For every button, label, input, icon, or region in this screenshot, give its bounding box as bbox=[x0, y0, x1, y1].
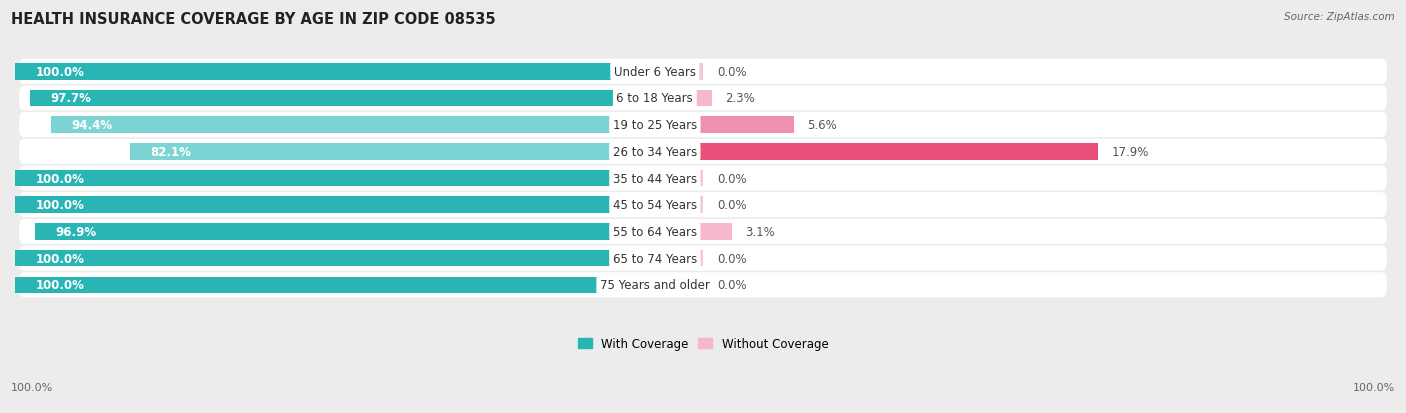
Text: 35 to 44 Years: 35 to 44 Years bbox=[613, 172, 697, 185]
Text: 75 Years and older: 75 Years and older bbox=[600, 279, 710, 292]
FancyBboxPatch shape bbox=[20, 166, 1386, 191]
Bar bbox=[30, 90, 655, 107]
FancyBboxPatch shape bbox=[20, 246, 1386, 271]
Text: 45 to 54 Years: 45 to 54 Years bbox=[613, 199, 697, 212]
Text: 17.9%: 17.9% bbox=[1112, 145, 1149, 159]
Text: 65 to 74 Years: 65 to 74 Years bbox=[613, 252, 697, 265]
Text: 26 to 34 Years: 26 to 34 Years bbox=[613, 145, 697, 159]
Text: HEALTH INSURANCE COVERAGE BY AGE IN ZIP CODE 08535: HEALTH INSURANCE COVERAGE BY AGE IN ZIP … bbox=[11, 12, 496, 27]
Text: 6 to 18 Years: 6 to 18 Years bbox=[616, 92, 693, 105]
Text: 5.6%: 5.6% bbox=[807, 119, 837, 132]
Text: 97.7%: 97.7% bbox=[51, 92, 91, 105]
Bar bbox=[35, 223, 655, 240]
Bar bbox=[655, 277, 703, 293]
Text: Source: ZipAtlas.com: Source: ZipAtlas.com bbox=[1284, 12, 1395, 22]
Text: 100.0%: 100.0% bbox=[1353, 382, 1395, 392]
Text: 100.0%: 100.0% bbox=[35, 66, 84, 78]
FancyBboxPatch shape bbox=[20, 193, 1386, 218]
Text: 0.0%: 0.0% bbox=[717, 199, 747, 212]
Bar bbox=[655, 223, 731, 240]
Bar bbox=[655, 197, 703, 214]
Bar bbox=[655, 64, 703, 81]
Text: Under 6 Years: Under 6 Years bbox=[614, 66, 696, 78]
Bar bbox=[129, 144, 655, 160]
Bar bbox=[15, 64, 655, 81]
Text: 0.0%: 0.0% bbox=[717, 66, 747, 78]
Text: 19 to 25 Years: 19 to 25 Years bbox=[613, 119, 697, 132]
Bar bbox=[655, 117, 793, 133]
Bar bbox=[15, 197, 655, 214]
Text: 0.0%: 0.0% bbox=[717, 279, 747, 292]
FancyBboxPatch shape bbox=[20, 273, 1386, 298]
Text: 2.3%: 2.3% bbox=[725, 92, 755, 105]
Bar bbox=[655, 250, 703, 267]
Text: 96.9%: 96.9% bbox=[55, 225, 97, 238]
FancyBboxPatch shape bbox=[20, 113, 1386, 138]
Text: 100.0%: 100.0% bbox=[11, 382, 53, 392]
Bar bbox=[15, 250, 655, 267]
FancyBboxPatch shape bbox=[20, 219, 1386, 244]
Text: 100.0%: 100.0% bbox=[35, 172, 84, 185]
Text: 0.0%: 0.0% bbox=[717, 252, 747, 265]
Text: 100.0%: 100.0% bbox=[35, 199, 84, 212]
Text: 82.1%: 82.1% bbox=[150, 145, 191, 159]
Bar bbox=[655, 144, 1098, 160]
Text: 55 to 64 Years: 55 to 64 Years bbox=[613, 225, 697, 238]
Bar bbox=[15, 277, 655, 293]
Text: 100.0%: 100.0% bbox=[35, 252, 84, 265]
Text: 0.0%: 0.0% bbox=[717, 172, 747, 185]
Legend: With Coverage, Without Coverage: With Coverage, Without Coverage bbox=[572, 332, 834, 355]
FancyBboxPatch shape bbox=[20, 140, 1386, 164]
Bar bbox=[15, 170, 655, 187]
Text: 94.4%: 94.4% bbox=[72, 119, 112, 132]
Bar bbox=[655, 90, 711, 107]
Text: 100.0%: 100.0% bbox=[35, 279, 84, 292]
FancyBboxPatch shape bbox=[20, 59, 1386, 85]
Text: 3.1%: 3.1% bbox=[745, 225, 775, 238]
FancyBboxPatch shape bbox=[20, 86, 1386, 111]
Bar bbox=[51, 117, 655, 133]
Bar bbox=[655, 170, 703, 187]
